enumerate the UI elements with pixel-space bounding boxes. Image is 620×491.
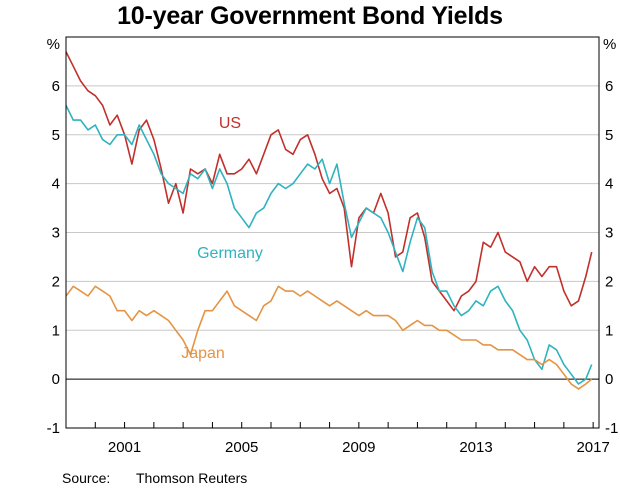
series-line-japan <box>65 285 593 390</box>
y-tick-label-right: 0 <box>605 371 613 388</box>
y-tick-label-right: 6 <box>605 78 613 95</box>
series-label-us: US <box>219 115 241 132</box>
chart-title: 10-year Government Bond Yields <box>117 2 503 30</box>
series-line-germany <box>65 105 593 385</box>
x-tick-label: 2009 <box>342 439 375 456</box>
y-tick-label-right: 2 <box>605 273 613 290</box>
y-tick-label-right: 4 <box>605 176 613 193</box>
y-unit-left: % <box>47 36 60 53</box>
y-tick-label-left: -1 <box>47 420 60 437</box>
y-tick-label-left: 1 <box>52 322 60 339</box>
axis-ticks: -1 -1 0 0 1 1 2 2 3 3 4 4 5 5 6 6% % 2001 2005 2009 2013 2017 <box>47 36 619 456</box>
y-tick-label-right: 1 <box>605 322 613 339</box>
series-line-us <box>65 51 593 312</box>
series-labels: US Germany Japan <box>181 115 263 362</box>
y-tick-label-left: 3 <box>52 225 60 242</box>
y-unit-right: % <box>603 36 616 53</box>
y-tick-label-right: 3 <box>605 225 613 242</box>
source-note: Source: Thomson Reuters <box>62 470 247 486</box>
x-tick-label: 2017 <box>576 439 609 456</box>
y-tick-label-right: 5 <box>605 127 613 144</box>
series-label-germany: Germany <box>197 245 263 262</box>
x-tick-label: 2005 <box>225 439 258 456</box>
y-tick-label-left: 0 <box>52 371 60 388</box>
series-label-japan: Japan <box>181 345 225 362</box>
plot-frame <box>65 36 600 429</box>
y-tick-label-left: 2 <box>52 273 60 290</box>
x-tick-label: 2013 <box>459 439 492 456</box>
y-tick-label-left: 5 <box>52 127 60 144</box>
source-label: Source: <box>62 470 111 486</box>
source-value: Thomson Reuters <box>136 470 248 486</box>
y-tick-label-left: 4 <box>52 176 60 193</box>
x-tick-label: 2001 <box>108 439 141 456</box>
y-tick-label-left: 6 <box>52 78 60 95</box>
series-lines <box>65 51 593 390</box>
y-tick-label-right: -1 <box>605 420 618 437</box>
